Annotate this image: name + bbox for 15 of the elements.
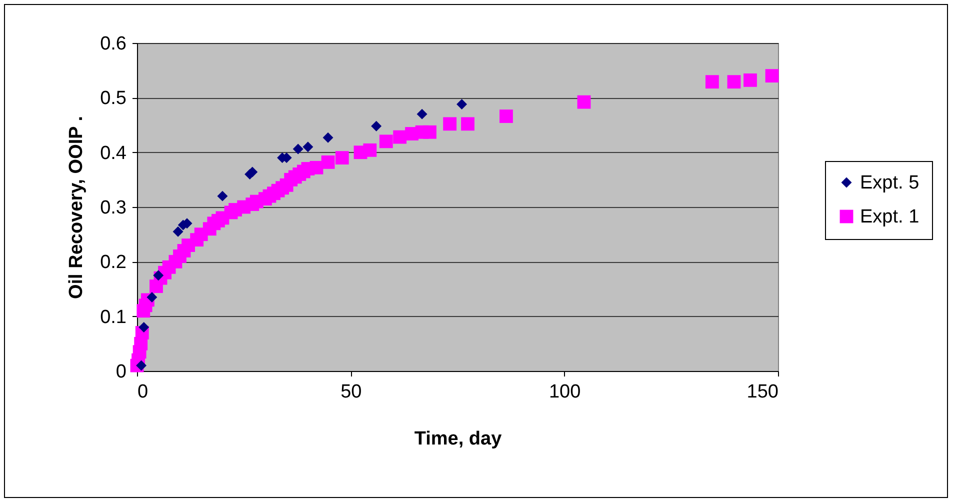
y-tick-label: 0: [116, 362, 126, 382]
y-tick-label: 0.1: [100, 306, 126, 328]
y-tick-label: 0.5: [100, 88, 126, 110]
y-tick-label: 0.4: [100, 142, 127, 164]
x-tick-label: 100: [548, 382, 581, 402]
legend-label: Expt. 5: [860, 172, 920, 194]
y-tick-label: 0.3: [100, 198, 126, 218]
x-tick-label: 50: [340, 382, 362, 402]
y-tick-label: 0.2: [100, 252, 126, 274]
x-tick-label: 150: [746, 382, 778, 402]
y-tick-label: 0.6: [100, 34, 126, 54]
y-axis-title: Oil Recovery, OOIP .: [66, 116, 88, 300]
x-tick-label: 0: [138, 382, 148, 402]
x-axis-title: Time, day: [414, 428, 502, 450]
legend-label: Expt. 1: [860, 206, 920, 228]
